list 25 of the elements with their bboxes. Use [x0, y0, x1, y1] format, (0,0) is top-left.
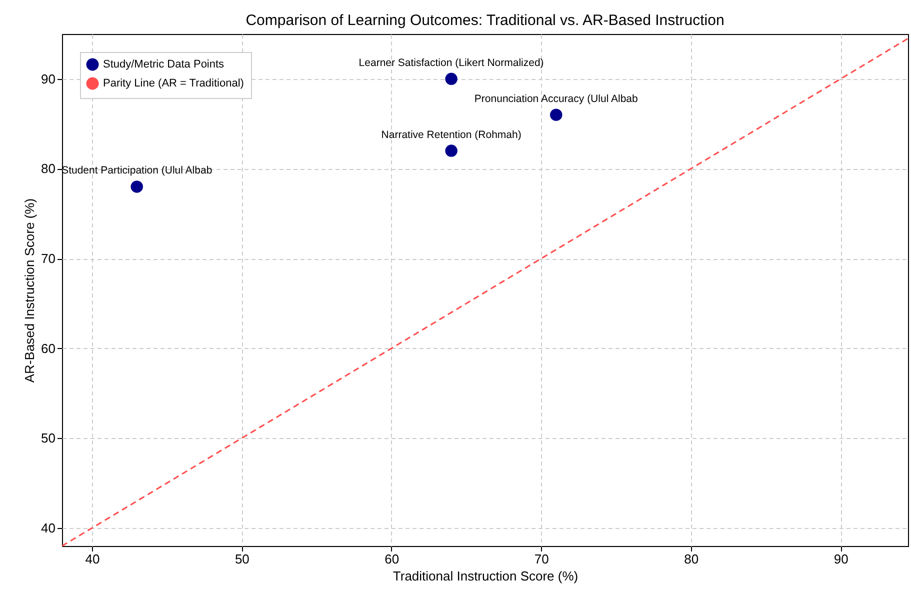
y-tick-label: 90 — [41, 71, 56, 86]
point — [130, 180, 143, 193]
point — [445, 144, 458, 157]
x-tick-label: 80 — [684, 552, 699, 566]
x-axis-title: Traditional Instruction Score (%) — [392, 568, 578, 584]
y-axis-title: AR-Based Instruction Score (%) — [22, 198, 38, 383]
y-tick-label: 80 — [41, 161, 56, 176]
y-tick-label: 60 — [41, 340, 56, 356]
y-tick-label: 70 — [41, 251, 56, 266]
point — [445, 72, 458, 86]
legend-label: Parity Line (AR = Traditional) — [103, 78, 244, 90]
chart-title: Comparison of Learning Outcomes: Traditional vs. AR-Based Instruction — [246, 12, 724, 29]
annotation: Narrative Retention (Rohmah) — [381, 128, 522, 141]
x-tick-label: 90 — [834, 552, 848, 566]
x-tick-label: 60 — [384, 552, 400, 566]
y-tick-label: 50 — [41, 430, 56, 446]
point — [550, 108, 562, 121]
y-tick-label: 40 — [41, 520, 56, 536]
x-tick-label: 50 — [234, 552, 250, 566]
annotation: Student Participation (Ulul Albab — [62, 164, 212, 177]
annotation: Learner Satisfaction (Likert Normalized) — [358, 56, 544, 69]
x-tick-label: 70 — [534, 552, 549, 566]
legend-label: Study/Metric Data Points — [103, 58, 225, 70]
annotation: Pronunciation Accuracy (Ulul Albab — [474, 92, 638, 105]
x-tick-label: 40 — [85, 552, 100, 566]
